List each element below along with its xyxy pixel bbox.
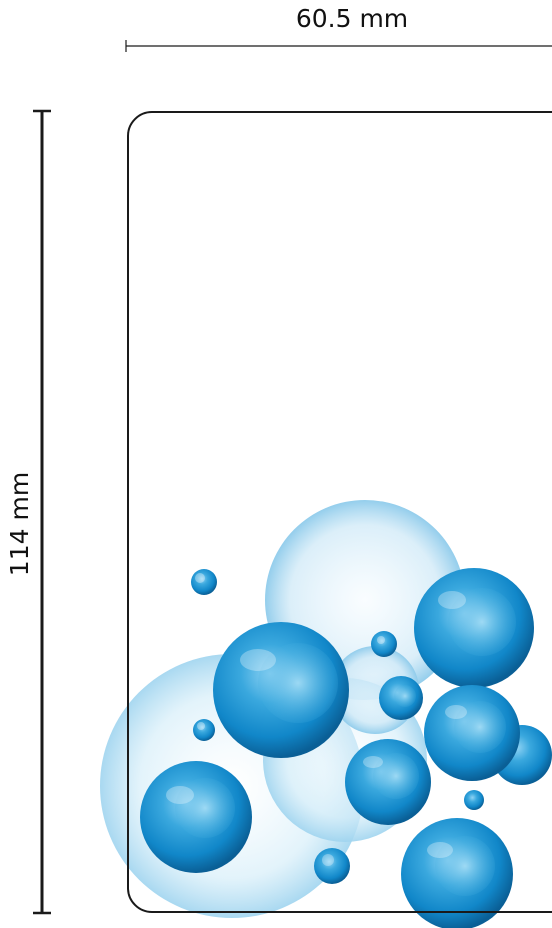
bubble-small-center	[371, 631, 397, 657]
bubble-small-bottom	[314, 848, 350, 884]
bubbles-artwork	[100, 500, 552, 928]
bubble-tiny-left	[191, 569, 217, 595]
height-dimension: 114 mm	[5, 109, 51, 915]
bubble-lower-left	[140, 761, 252, 873]
bubble-mid-right	[424, 685, 520, 781]
bubble-top-right	[414, 568, 534, 688]
bubble-large-center	[213, 622, 349, 758]
bubble-center	[379, 676, 423, 720]
height-label: 114 mm	[5, 472, 34, 576]
bubble-bottom-center	[345, 739, 431, 825]
bubble-bottom-right	[401, 818, 513, 928]
bubble-small-left	[193, 719, 215, 741]
width-dimension: 60.5 mm	[125, 4, 552, 52]
width-label: 60.5 mm	[296, 4, 408, 33]
card-outline	[127, 111, 552, 913]
bubble-tiny-right	[464, 790, 484, 810]
